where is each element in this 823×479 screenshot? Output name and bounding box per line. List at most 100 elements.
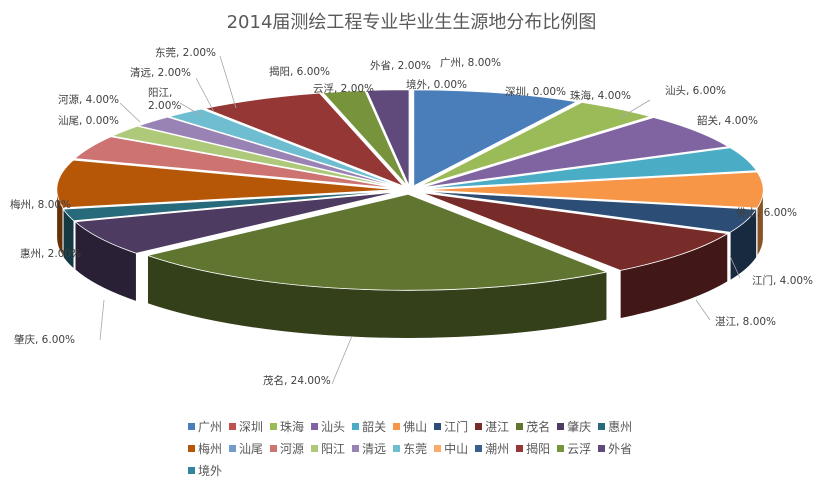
legend-label: 韶关 <box>362 419 387 434</box>
pie-slice[interactable] <box>424 147 758 190</box>
legend-label: 汕尾 <box>239 441 264 456</box>
legend-swatch <box>352 444 360 452</box>
legend-label: 惠州 <box>608 419 633 434</box>
legend-item: 外省 <box>598 440 632 456</box>
pie-slice[interactable] <box>73 136 397 189</box>
legend-item: 珠海 <box>270 418 304 434</box>
legend-item: 阳江 <box>311 440 345 456</box>
data-label: 云浮, 2.00% <box>313 83 374 95</box>
legend-item: 境外 <box>188 462 222 478</box>
legend-label: 东莞 <box>403 441 428 456</box>
data-label: 韶关, 4.00% <box>697 114 758 127</box>
legend-swatch <box>434 444 442 452</box>
legend-swatch <box>229 444 237 452</box>
leader-line <box>99 299 105 341</box>
data-label: 河源, 4.00% <box>58 93 119 106</box>
leader-line <box>695 299 711 321</box>
legend-label: 肇庆 <box>567 419 592 434</box>
legend-label: 深圳 <box>239 419 264 434</box>
legend-item: 清远 <box>352 440 386 456</box>
legend-item: 潮州 <box>475 440 509 456</box>
legend-swatch <box>557 444 565 452</box>
legend-label: 揭阳 <box>526 441 551 456</box>
legend-swatch <box>311 422 319 430</box>
pie-slice[interactable] <box>203 92 404 187</box>
legend-swatch <box>188 466 195 474</box>
legend-swatch <box>475 444 483 452</box>
legend-item: 江门 <box>434 418 468 434</box>
legend-swatch <box>270 444 278 452</box>
pie-slice[interactable] <box>110 125 398 188</box>
data-label: 深圳, 0.00% <box>505 86 566 98</box>
pie-slice[interactable] <box>421 192 729 271</box>
legend-item: 湛江 <box>475 418 509 434</box>
legend-item: 东莞 <box>393 440 427 456</box>
data-label: 广州, 8.00% <box>440 57 501 69</box>
leader-line <box>195 77 215 113</box>
data-label: 揭阳, 6.00% <box>269 65 330 78</box>
pie-slice[interactable] <box>56 159 395 209</box>
pie-slice[interactable] <box>167 108 401 188</box>
legend-label: 云浮 <box>567 441 592 456</box>
leader-line <box>179 102 203 117</box>
data-label: 佛山, 6.00% <box>736 206 797 219</box>
pie-slice[interactable] <box>322 90 408 187</box>
pie-slice[interactable] <box>418 101 652 187</box>
chart-area: 2014届测绘工程专业毕业生生源地分布比例图 广州, 8.00% 深圳, 0.00… <box>10 12 813 478</box>
chart-legend: 广州 深圳 珠海 汕头 韶关 佛山 江门 湛江 茂名 肇庆 惠州 梅州 汕尾 河源 阳江 清远 东莞 中山 潮州 揭阳… <box>188 418 658 478</box>
legend-item: 惠州 <box>598 418 632 434</box>
legend-swatch <box>229 422 237 430</box>
legend-label: 湛江 <box>485 419 510 434</box>
legend-item: 韶关 <box>352 418 386 434</box>
pie-slice[interactable] <box>424 190 758 233</box>
data-label: 江门, 4.00% <box>752 274 813 287</box>
legend-swatch <box>516 422 524 430</box>
data-label: 汕尾, 0.00% <box>58 115 119 127</box>
leader-line <box>219 55 237 109</box>
pie-slice[interactable] <box>137 116 400 188</box>
data-label: 外省, 2.00% <box>370 59 431 72</box>
data-label: 清远, 2.00% <box>130 66 191 79</box>
legend-label: 梅州 <box>198 441 223 456</box>
legend-item: 揭阳 <box>516 440 550 456</box>
data-label: 阳江, 2.00% <box>148 87 181 112</box>
pie-slice[interactable] <box>366 89 410 186</box>
legend-swatch <box>393 444 401 452</box>
legend-swatch <box>516 444 524 452</box>
legend-item: 云浮 <box>557 440 591 456</box>
legend-label: 清远 <box>362 441 387 456</box>
data-label: 东莞, 2.00% <box>155 46 216 59</box>
pie-slice[interactable] <box>425 171 764 209</box>
legend-swatch <box>393 422 401 430</box>
data-label: 茂名, 24.00% <box>263 374 331 387</box>
data-label: 肇庆, 6.00% <box>14 333 75 346</box>
legend-label: 潮州 <box>485 441 510 456</box>
pie-chart: 广州, 8.00% 深圳, 0.00% 珠海, 4.00% 汕头, 6.00% 韶关, … <box>10 46 813 387</box>
legend-label: 茂名 <box>526 419 551 434</box>
legend-swatch <box>598 422 606 430</box>
legend-label: 中山 <box>444 441 469 456</box>
data-label: 湛江, 8.00% <box>715 316 776 328</box>
legend-label: 河源 <box>280 441 305 456</box>
chart-title: 2014届测绘工程专业毕业生生源地分布比例图 <box>226 12 597 33</box>
legend-label: 外省 <box>608 441 633 456</box>
legend-swatch <box>598 444 606 452</box>
legend-swatch <box>188 422 195 430</box>
pie-slice[interactable] <box>74 191 397 254</box>
legend-item: 梅州 <box>188 440 222 456</box>
legend-item: 肇庆 <box>557 418 591 434</box>
leader-line <box>331 335 353 385</box>
legend-item: 河源 <box>270 440 304 456</box>
pie-slice[interactable] <box>146 193 609 291</box>
legend-item: 深圳 <box>229 418 263 434</box>
legend-swatch <box>352 422 360 430</box>
pie-slice[interactable] <box>62 190 396 222</box>
leader-line <box>119 102 141 123</box>
data-label: 梅州, 8.00% <box>10 198 71 211</box>
legend-swatch <box>557 422 565 430</box>
legend-item: 汕头 <box>311 418 345 434</box>
legend-item: 中山 <box>434 440 468 456</box>
pie-slice[interactable] <box>413 89 578 187</box>
legend-label: 广州 <box>198 419 223 434</box>
pie-slice[interactable] <box>422 117 730 188</box>
